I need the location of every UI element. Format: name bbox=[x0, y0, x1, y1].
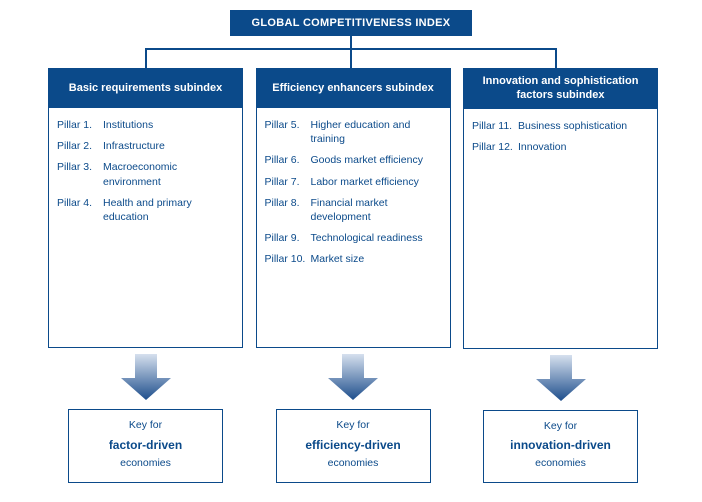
key-pre: Key for bbox=[544, 420, 577, 432]
key-pre: Key for bbox=[336, 419, 369, 431]
key-post: economies bbox=[328, 457, 379, 469]
column-body: Pillar 11.Business sophisticationPillar … bbox=[463, 109, 658, 349]
key-pre: Key for bbox=[129, 419, 162, 431]
pillar-row: Pillar 8.Financial market development bbox=[265, 196, 442, 224]
pillar-number: Pillar 8. bbox=[265, 196, 311, 224]
pillar-text: Technological readiness bbox=[311, 231, 442, 245]
column-0: Basic requirements subindex Pillar 1.Inst… bbox=[48, 68, 243, 483]
arrow-wrap bbox=[328, 354, 378, 405]
pillar-number: Pillar 2. bbox=[57, 139, 103, 153]
pillar-row: Pillar 12.Innovation bbox=[472, 140, 649, 154]
connector-col-2 bbox=[555, 48, 557, 68]
pillar-text: Higher education and training bbox=[311, 118, 442, 146]
column-body: Pillar 1.InstitutionsPillar 2.Infrastruc… bbox=[48, 108, 243, 348]
columns-container: Basic requirements subindex Pillar 1.Inst… bbox=[48, 68, 658, 483]
pillar-row: Pillar 5.Higher education and training bbox=[265, 118, 442, 146]
column-header: Innovation and sophistication factors su… bbox=[463, 68, 658, 109]
pillar-number: Pillar 3. bbox=[57, 160, 103, 188]
pillar-number: Pillar 5. bbox=[265, 118, 311, 146]
arrow-wrap bbox=[121, 354, 171, 405]
pillar-text: Market size bbox=[311, 252, 442, 266]
key-box: Key for efficiency-driven economies bbox=[276, 409, 431, 483]
pillar-row: Pillar 10.Market size bbox=[265, 252, 442, 266]
pillar-text: Business sophistication bbox=[518, 119, 649, 133]
column-1: Efficiency enhancers subindexPillar 5.Hi… bbox=[256, 68, 451, 483]
connector-top bbox=[350, 36, 352, 48]
key-post: economies bbox=[535, 457, 586, 469]
pillar-number: Pillar 9. bbox=[265, 231, 311, 245]
column-body: Pillar 5.Higher education and trainingPi… bbox=[256, 108, 451, 348]
pillar-row: Pillar 6.Goods market efficiency bbox=[265, 153, 442, 167]
pillar-text: Health and primary education bbox=[103, 196, 234, 224]
key-strong: innovation-driven bbox=[490, 436, 631, 454]
connector-col-0 bbox=[145, 48, 147, 68]
key-box: Key for innovation-driven economies bbox=[483, 410, 638, 484]
column-header: Basic requirements subindex bbox=[48, 68, 243, 108]
pillar-row: Pillar 3.Macroeconomic environment bbox=[57, 160, 234, 188]
key-strong: factor-driven bbox=[75, 436, 216, 454]
down-arrow-icon bbox=[121, 354, 171, 400]
key-strong: efficiency-driven bbox=[283, 436, 424, 454]
pillar-text: Macroeconomic environment bbox=[103, 160, 234, 188]
pillar-number: Pillar 10. bbox=[265, 252, 311, 266]
pillar-text: Infrastructure bbox=[103, 139, 234, 153]
pillar-row: Pillar 11.Business sophistication bbox=[472, 119, 649, 133]
pillar-row: Pillar 7.Labor market efficiency bbox=[265, 175, 442, 189]
pillar-text: Goods market efficiency bbox=[311, 153, 442, 167]
pillar-row: Pillar 9.Technological readiness bbox=[265, 231, 442, 245]
down-arrow-icon bbox=[536, 355, 586, 401]
pillar-row: Pillar 1.Institutions bbox=[57, 118, 234, 132]
pillar-text: Financial market development bbox=[311, 196, 442, 224]
column-header: Efficiency enhancers subindex bbox=[256, 68, 451, 108]
pillar-text: Innovation bbox=[518, 140, 649, 154]
pillar-number: Pillar 12. bbox=[472, 140, 518, 154]
pillar-text: Institutions bbox=[103, 118, 234, 132]
arrow-wrap bbox=[536, 355, 586, 406]
key-box: Key for factor-driven economies bbox=[68, 409, 223, 483]
pillar-number: Pillar 6. bbox=[265, 153, 311, 167]
pillar-number: Pillar 4. bbox=[57, 196, 103, 224]
pillar-number: Pillar 7. bbox=[265, 175, 311, 189]
connector-col-1 bbox=[350, 48, 352, 68]
pillar-text: Labor market efficiency bbox=[311, 175, 442, 189]
pillar-number: Pillar 1. bbox=[57, 118, 103, 132]
key-post: economies bbox=[120, 457, 171, 469]
pillar-number: Pillar 11. bbox=[472, 119, 518, 133]
main-title: GLOBAL COMPETITIVENESS INDEX bbox=[230, 10, 472, 36]
pillar-row: Pillar 4.Health and primary education bbox=[57, 196, 234, 224]
down-arrow-icon bbox=[328, 354, 378, 400]
pillar-row: Pillar 2.Infrastructure bbox=[57, 139, 234, 153]
column-2: Innovation and sophistication factors su… bbox=[463, 68, 658, 483]
